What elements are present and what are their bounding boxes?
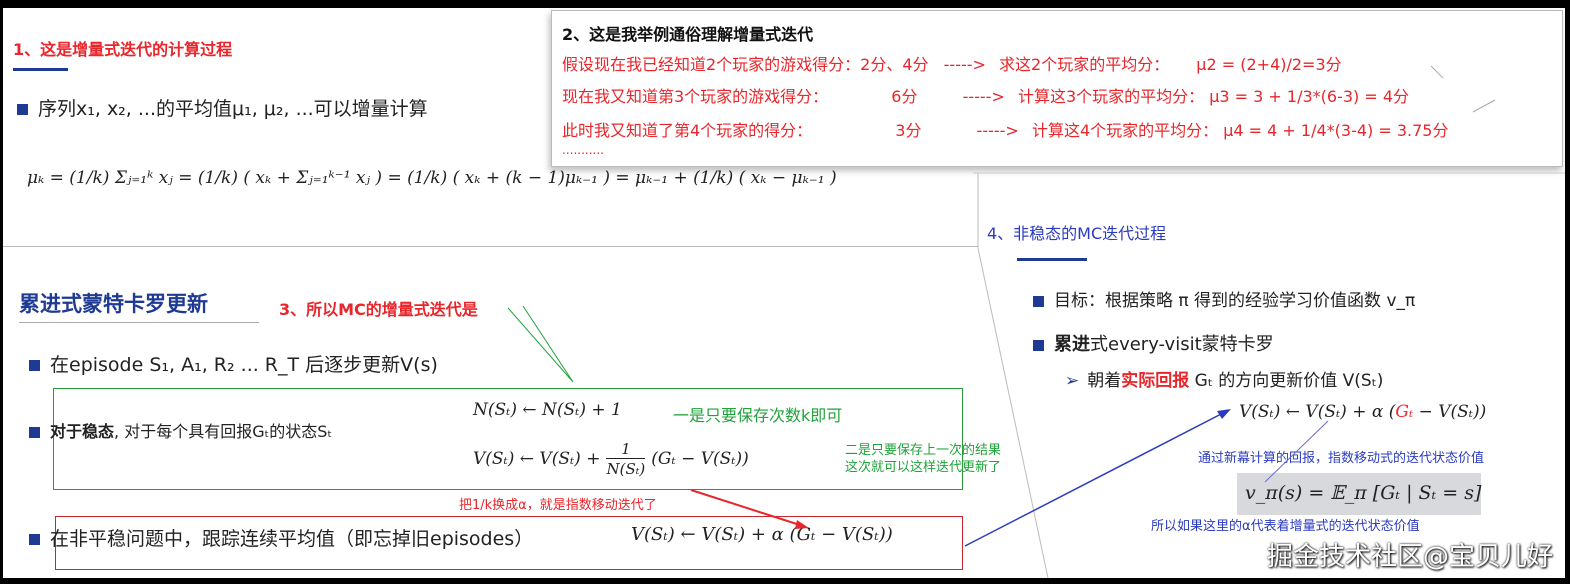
section4-subbullet: ➢ 朝着实际回报 Gₜ 的方向更新价值 V(Sₜ): [1065, 366, 1383, 391]
row-score: 6分: [891, 87, 918, 106]
formula-part: V(Sₜ) ← V(Sₜ) + α (: [1239, 402, 1396, 422]
heading-underline: [19, 322, 259, 323]
arrow-bullet-icon: ➢: [1065, 371, 1080, 391]
row-text: 现在我又知道第3个玩家的游戏得分：: [562, 87, 829, 106]
formula-part: V(Sₜ) ← V(Sₜ) +: [473, 449, 601, 469]
divider: [3, 246, 978, 247]
bullet-text: 在episode S₁, A₁, R₂ ... R_T 后逐步更新V(s): [50, 354, 438, 376]
ellipsis: ...........: [562, 143, 604, 157]
bullet-square-icon: [17, 104, 28, 115]
return-term: Gₜ: [1395, 402, 1414, 422]
bullet-square-icon: [29, 534, 40, 545]
gray-arrow: [1472, 99, 1496, 113]
section3-bullet3: 在非平稳问题中，跟踪连续平均值（即忘掉旧episodes）: [29, 524, 533, 551]
note-line: 二是只要保存上一次的结果: [845, 443, 1002, 458]
title-underline: [13, 68, 68, 71]
section1-title: 1、这是增量式迭代的计算过程: [13, 40, 233, 59]
row-right: 计算这3个玩家的平均分：: [1017, 87, 1205, 106]
text: Gₜ 的方向更新价值 V(Sₜ): [1189, 371, 1384, 391]
example-row-1: 假设现在我已经知道2个玩家的游戏得分：2分、4分 -----> 求这2个玩家的平…: [562, 51, 1342, 75]
bold-text: 累进: [1054, 334, 1090, 355]
section4-bullet1: 目标：根据策略 π 得到的经验学习价值函数 v_π: [1033, 286, 1415, 311]
row-arrow: ----->: [962, 87, 1005, 106]
incremental-mean-formula: μₖ = (1/k) Σⱼ₌₁ᵏ xⱼ = (1/k) ( xₖ + Σⱼ₌₁ᵏ…: [27, 168, 837, 188]
gray-arrow: [1430, 65, 1444, 79]
row-arrow: ----->: [943, 55, 986, 74]
bullet-square-icon: [29, 360, 40, 371]
bold-text: 对于稳态: [50, 422, 115, 441]
red-arrow: [690, 489, 804, 527]
section3-bullet2: 对于稳态, 对于每个具有回报Gₜ的状态Sₜ: [29, 418, 332, 442]
row-text: 此时我又知道了第4个玩家的得分：: [562, 121, 813, 140]
bullet-text: , 对于每个具有回报Gₜ的状态Sₜ: [114, 422, 333, 441]
stationary-box: [53, 388, 963, 490]
numerator: 1: [621, 440, 631, 458]
bullet-text: 式every-visit蒙特卡罗: [1090, 334, 1274, 355]
denominator: N(Sₜ): [606, 458, 646, 478]
mc-update-formula: V(Sₜ) ← V(Sₜ) + α (Gₜ − V(Sₜ)): [1239, 402, 1486, 422]
example-panel: 2、这是我举例通俗理解增量式迭代 假设现在我已经知道2个玩家的游戏得分：2分、4…: [551, 10, 1563, 167]
blue-arrow: [964, 411, 1226, 547]
slide-canvas: 1、这是增量式迭代的计算过程 序列x₁, x₂, ...的平均值μ₁, μ₂, …: [3, 8, 1565, 578]
formula-part: (Gₜ − V(Sₜ)): [651, 449, 749, 469]
section3-note: 3、所以MC的增量式迭代是: [279, 300, 478, 319]
value-function-box: [1237, 473, 1481, 515]
purple-arrow: [1264, 420, 1329, 483]
section1-bullet: 序列x₁, x₂, ...的平均值μ₁, μ₂, ...可以增量计算: [17, 94, 428, 121]
bullet-square-icon: [29, 427, 40, 438]
annotation-arrows: [507, 65, 1565, 578]
row-formula: μ3 = 3 + 1/3*(6-3) = 4分: [1209, 87, 1410, 106]
bullet-square-icon: [1033, 339, 1044, 351]
blue-note-2: 所以如果这里的α代表着增量式的迭代状态价值: [1151, 519, 1420, 534]
text: 朝着: [1087, 371, 1122, 391]
bullet-text: 目标：根据策略 π 得到的经验学习价值函数 v_π: [1054, 291, 1416, 311]
section4-bullet2: 累进式every-visit蒙特卡罗: [1033, 330, 1274, 356]
example-row-3: 此时我又知道了第4个玩家的得分： 3分 -----> 计算这4个玩家的平均分： …: [562, 117, 1449, 141]
row-right: 求这2个玩家的平均分：: [999, 55, 1170, 74]
section2-title: 2、这是我举例通俗理解增量式迭代: [562, 25, 814, 44]
row-formula: μ2 = (2+4)/2=3分: [1196, 55, 1342, 74]
blue-arrowhead: [1217, 409, 1231, 419]
row-right: 计算这4个玩家的平均分：: [1031, 121, 1219, 140]
formula-part: − V(Sₜ)): [1413, 402, 1487, 422]
alpha-update-formula: V(Sₜ) ← V(Sₜ) + α (Gₜ − V(Sₜ)): [631, 524, 893, 545]
row-formula: μ4 = 4 + 1/4*(3-4) = 3.75分: [1223, 121, 1449, 140]
row-score: 3分: [895, 121, 922, 140]
section4-title: 4、非稳态的MC迭代过程: [987, 224, 1167, 243]
red-arrowhead: [795, 520, 809, 529]
row-text: 假设现在我已经知道2个玩家的游戏得分：2分、4分: [562, 55, 929, 74]
bullet-text: 在非平稳问题中，跟踪连续平均值（即忘掉旧episodes）: [50, 528, 534, 550]
nonstationary-box: [55, 516, 963, 570]
value-function-formula: v_π(s) = 𝔼_π [Gₜ | Sₜ = s]: [1245, 482, 1482, 504]
example-row-2: 现在我又知道第3个玩家的游戏得分： 6分 -----> 计算这3个玩家的平均分：…: [562, 83, 1409, 107]
green-note-1: 一是只要保存次数k即可: [673, 406, 843, 425]
fraction: 1 N(Sₜ): [606, 440, 646, 478]
bullet-square-icon: [1033, 295, 1044, 307]
row-arrow: ----->: [976, 121, 1019, 140]
green-arrow: [507, 305, 574, 383]
watermark: 掘金技术社区@宝贝儿好: [1267, 542, 1554, 572]
section1-bullet-text: 序列x₁, x₂, ...的平均值μ₁, μ₂, ...可以增量计算: [38, 98, 428, 120]
value-update-formula: V(Sₜ) ← V(Sₜ) + 1 N(Sₜ) (Gₜ − V(Sₜ)): [473, 440, 749, 478]
panel-divider: [977, 247, 1049, 578]
red-note: 把1/k换成α，就是指数移动迭代了: [459, 498, 657, 513]
count-update-formula: N(Sₜ) ← N(Sₜ) + 1: [473, 400, 622, 420]
green-note-2: 二是只要保存上一次的结果 这次就可以这样迭代更新了: [845, 442, 1001, 476]
section3-heading: 累进式蒙特卡罗更新: [19, 292, 208, 316]
note-line: 这次就可以这样迭代更新了: [845, 460, 1002, 475]
section3-bullet1: 在episode S₁, A₁, R₂ ... R_T 后逐步更新V(s): [29, 350, 438, 377]
title-underline: [1017, 258, 1087, 261]
blue-note-1: 通过新幕计算的回报，指数移动式的迭代状态价值: [1198, 451, 1485, 466]
highlight-text: 实际回报: [1121, 371, 1190, 391]
